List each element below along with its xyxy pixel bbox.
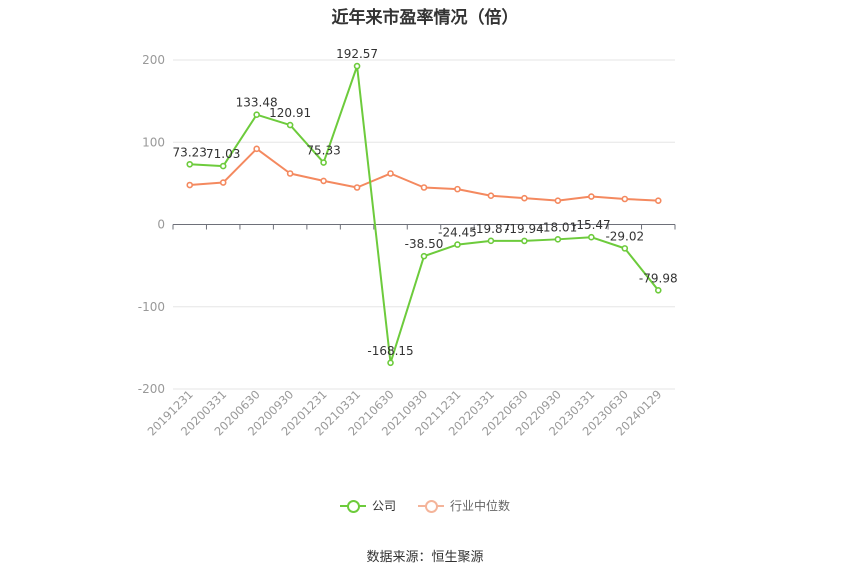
- data-label: -15.47: [572, 218, 611, 232]
- legend-swatch-company: [339, 499, 366, 513]
- data-point-company: [387, 359, 394, 367]
- legend-swatch-industry: [418, 499, 444, 513]
- data-label: -79.98: [639, 271, 678, 285]
- data-label: -24.45: [438, 226, 477, 240]
- data-point-industry: [621, 195, 629, 203]
- data-point-company: [588, 233, 595, 241]
- legend-item-industry[interactable]: 行业中位数: [418, 497, 510, 514]
- data-point-industry: [654, 197, 662, 204]
- data-point-industry: [521, 194, 528, 202]
- data-point-industry: [219, 179, 227, 186]
- x-axis: 2019123120200331202006302020093020201231…: [145, 224, 676, 439]
- data-label: -168.15: [367, 344, 413, 358]
- legend-label-company: 公司: [371, 499, 396, 513]
- data-point-industry: [454, 185, 461, 193]
- data-point-industry: [420, 184, 428, 191]
- data-point-industry: [253, 145, 260, 153]
- data-point-company: [353, 62, 361, 70]
- data-label: 73.23: [173, 145, 207, 159]
- data-point-industry: [186, 181, 194, 189]
- data-point-industry: [487, 192, 495, 200]
- data-point-company: [554, 236, 562, 243]
- data-label: 75.33: [306, 144, 340, 158]
- data-label: 120.91: [269, 106, 311, 120]
- data-point-industry: [286, 170, 294, 177]
- y-tick-label: -200: [138, 382, 165, 396]
- data-label: -18.01: [539, 220, 578, 234]
- data-point-company: [487, 237, 495, 245]
- gridlines: [173, 59, 675, 390]
- data-label: 133.48: [236, 96, 278, 110]
- data-label: 192.57: [336, 47, 378, 61]
- data-source: 数据来源：恒生聚源: [366, 550, 484, 565]
- data-label: -29.02: [605, 229, 644, 243]
- data-point-industry: [320, 177, 327, 185]
- data-label: -19.87: [472, 222, 511, 236]
- y-axis: 200 100 0 -100 -200: [138, 53, 165, 396]
- data-point-company: [253, 111, 260, 119]
- data-label: -19.94: [505, 222, 544, 236]
- data-label: 71.03: [206, 147, 240, 161]
- legend-label-industry: 行业中位数: [450, 499, 511, 513]
- series-line-company: [189, 65, 660, 364]
- data-point-industry: [588, 193, 595, 200]
- series-line-industry: [189, 147, 659, 202]
- data-label: -38.50: [405, 237, 444, 251]
- data-point-company: [320, 159, 327, 166]
- data-point-company: [286, 121, 294, 129]
- y-tick-label: 0: [157, 218, 165, 232]
- series-layer: [186, 62, 662, 367]
- data-point-industry: [554, 197, 562, 204]
- data-point-company: [454, 241, 461, 248]
- chart-title: 近年来市盈率情况（倍）: [331, 8, 519, 28]
- legend: 公司 行业中位数: [0, 497, 850, 514]
- data-point-company: [621, 245, 629, 252]
- data-point-company: [654, 286, 662, 294]
- data-point-company: [186, 160, 194, 168]
- y-tick-label: 100: [142, 135, 165, 149]
- data-point-industry: [387, 170, 394, 177]
- data-point-company: [219, 162, 227, 170]
- y-tick-label: -100: [138, 300, 165, 314]
- y-tick-label: 200: [142, 53, 165, 67]
- data-point-industry: [353, 184, 361, 191]
- data-point-company: [420, 252, 428, 260]
- legend-item-company[interactable]: 公司: [339, 497, 396, 514]
- data-point-company: [521, 237, 528, 245]
